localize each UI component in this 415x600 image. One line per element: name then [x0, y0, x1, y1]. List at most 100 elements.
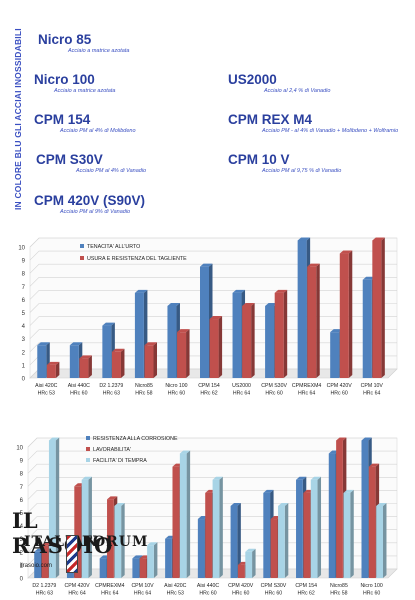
gridline — [27, 437, 397, 448]
bar-front — [107, 499, 114, 578]
legend-label: FACILITA' DI TEMPRA — [93, 458, 147, 464]
bar-top — [242, 302, 255, 306]
bar-top — [339, 250, 353, 254]
bar-side — [381, 237, 385, 378]
bar-side — [153, 542, 158, 578]
y-tick-label: 6 — [20, 498, 24, 504]
y-tick-label: 2 — [22, 350, 26, 356]
y-tick-label: 10 — [18, 246, 25, 252]
bar-front — [270, 519, 278, 578]
x-tick-label: HRc 63 — [103, 391, 120, 397]
side-title: IN COLORE BLU GLI ACCIAI INOSSIDABILI — [5, 28, 23, 210]
bar-top — [167, 302, 180, 306]
bar-front — [74, 486, 82, 578]
x-tick-label: Aisi 420C — [35, 383, 57, 389]
bar-front — [328, 453, 336, 578]
bar-side — [252, 548, 256, 578]
bar-side — [55, 437, 60, 578]
bar-front — [245, 551, 253, 578]
y-tick-label: 3 — [20, 537, 24, 543]
y-tick-label: 5 — [20, 511, 24, 517]
legend-swatch — [86, 447, 90, 451]
bar-top — [48, 437, 60, 441]
barber-pole-icon — [66, 535, 78, 573]
x-tick-label: CPM S30V — [261, 583, 287, 589]
bar-side — [348, 250, 353, 378]
legend-swatch — [80, 244, 84, 248]
gridline — [27, 463, 397, 474]
legend-label: TENACITA' ALL'URTO — [87, 244, 140, 250]
steel-entry-cpmrexm4: CPM REX M4 Acciaio PM - al 4% di Vanadio… — [228, 112, 398, 134]
bar-top — [343, 489, 354, 493]
y-tick-label: 1 — [22, 363, 26, 369]
bar-side — [237, 502, 241, 578]
y-tick-label: 10 — [16, 446, 23, 452]
x-tick-label: HRc 60 — [331, 391, 348, 397]
steel-name: CPM 10 V — [228, 152, 290, 167]
legend-swatch — [86, 436, 90, 440]
bar-front — [265, 305, 275, 378]
y-tick-label: 3 — [22, 337, 26, 343]
bar-top — [147, 542, 158, 546]
bar-top — [132, 555, 143, 559]
x-tick-label: HRc 64 — [363, 391, 380, 397]
bar-front — [368, 466, 376, 578]
bar — [209, 316, 223, 378]
x-tick-label: Aisi 440C — [68, 383, 90, 389]
steel-name: CPM S30V — [36, 152, 103, 167]
bar-front — [147, 545, 154, 578]
bar — [177, 329, 190, 378]
bar-front — [46, 364, 56, 378]
bar-side — [120, 348, 125, 378]
bar-top — [368, 463, 380, 467]
bar-side — [284, 502, 289, 578]
bar-front — [102, 325, 112, 378]
bar-side — [316, 263, 320, 378]
bar-side — [153, 342, 158, 378]
x-tick-label: HRc 60 — [363, 591, 380, 597]
bar-top — [200, 263, 213, 267]
x-tick-label: HRc 62 — [200, 391, 217, 397]
bar-front — [278, 505, 285, 578]
x-tick-label: HRc 60 — [199, 591, 216, 597]
bar — [144, 342, 158, 378]
bar-front — [177, 332, 187, 378]
bar-front — [362, 279, 372, 378]
x-tick-label: Nicro 100 — [165, 383, 187, 389]
x-tick-label: HRc 53 — [38, 391, 55, 397]
bar — [81, 476, 92, 578]
y-tick-label: 9 — [22, 259, 26, 265]
x-tick-label: HRc 64 — [233, 391, 250, 397]
bar-front — [307, 266, 317, 378]
bar-front — [99, 558, 107, 578]
bar — [310, 476, 322, 578]
steel-name: CPM REX M4 — [228, 112, 313, 127]
y-tick-label: 0 — [22, 377, 26, 383]
steel-desc: Acciaio PM al 4% di Vanadio — [76, 168, 147, 174]
bar-side — [350, 489, 354, 578]
bar-front — [132, 558, 140, 578]
bar-front — [200, 266, 209, 378]
x-tick-label: HRc 62 — [298, 591, 315, 597]
x-tick-label: HRc 64 — [68, 591, 85, 597]
steel-name: Nicro 85 — [38, 32, 92, 47]
forum-watermark-logo: IL RASOIO ITALIAN FORUM ilrasoio.com — [12, 508, 147, 573]
bar-front — [179, 453, 187, 578]
bar-front — [232, 292, 242, 378]
x-tick-label: CPM 420V — [228, 583, 254, 589]
x-tick-label: HRc 63 — [36, 591, 53, 597]
bar-front — [336, 440, 343, 578]
bar-front — [172, 466, 180, 578]
bar-front — [237, 564, 245, 578]
bar-side — [283, 289, 288, 378]
bar-top — [307, 263, 320, 267]
legend-swatch — [80, 256, 84, 260]
bar-front — [41, 545, 49, 578]
bar — [372, 237, 385, 378]
bar-front — [134, 292, 144, 378]
bar-front — [376, 505, 383, 578]
legend-label: LAVORABILITA' — [93, 447, 131, 453]
y-tick-label: 7 — [22, 285, 26, 291]
bar — [278, 502, 289, 578]
bar-front — [69, 345, 79, 378]
